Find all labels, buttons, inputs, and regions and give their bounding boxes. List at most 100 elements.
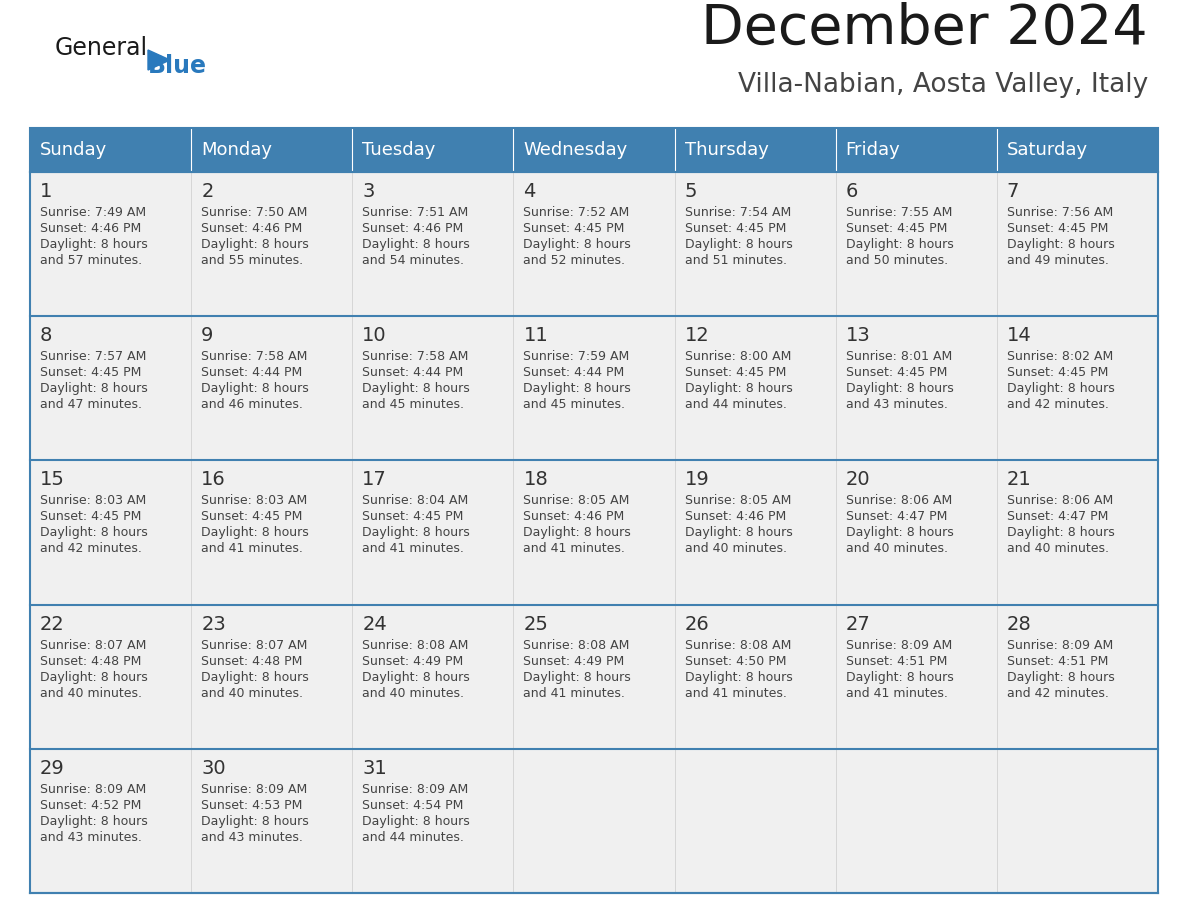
- Text: 5: 5: [684, 182, 697, 201]
- Text: and 43 minutes.: and 43 minutes.: [201, 831, 303, 844]
- Text: 4: 4: [524, 182, 536, 201]
- Text: and 42 minutes.: and 42 minutes.: [1007, 687, 1108, 700]
- Text: Sunset: 4:53 PM: Sunset: 4:53 PM: [201, 799, 303, 812]
- Text: Sunset: 4:44 PM: Sunset: 4:44 PM: [524, 366, 625, 379]
- Text: Daylight: 8 hours: Daylight: 8 hours: [524, 382, 631, 396]
- Text: Saturday: Saturday: [1007, 141, 1088, 159]
- Bar: [353, 316, 513, 461]
- Text: and 41 minutes.: and 41 minutes.: [524, 687, 625, 700]
- Text: and 40 minutes.: and 40 minutes.: [40, 687, 143, 700]
- Text: Sunset: 4:46 PM: Sunset: 4:46 PM: [524, 510, 625, 523]
- Text: Daylight: 8 hours: Daylight: 8 hours: [846, 382, 954, 396]
- Bar: [30, 128, 1158, 172]
- Text: Daylight: 8 hours: Daylight: 8 hours: [684, 382, 792, 396]
- Bar: [835, 749, 997, 893]
- Text: Sunrise: 7:58 AM: Sunrise: 7:58 AM: [201, 350, 308, 364]
- Text: Sunday: Sunday: [40, 141, 107, 159]
- Text: Sunrise: 7:57 AM: Sunrise: 7:57 AM: [40, 350, 146, 364]
- Text: Sunset: 4:48 PM: Sunset: 4:48 PM: [201, 655, 303, 667]
- Text: 15: 15: [40, 470, 65, 489]
- Text: Sunrise: 8:05 AM: Sunrise: 8:05 AM: [524, 495, 630, 508]
- Text: Sunset: 4:47 PM: Sunset: 4:47 PM: [1007, 510, 1108, 523]
- Bar: [513, 172, 675, 316]
- Text: Daylight: 8 hours: Daylight: 8 hours: [524, 526, 631, 540]
- Bar: [835, 316, 997, 461]
- Text: 14: 14: [1007, 326, 1031, 345]
- Bar: [30, 461, 191, 605]
- Bar: [675, 128, 835, 172]
- Text: General: General: [55, 36, 148, 60]
- Text: and 42 minutes.: and 42 minutes.: [1007, 398, 1108, 411]
- Text: 2: 2: [201, 182, 214, 201]
- Bar: [997, 605, 1158, 749]
- Text: Sunrise: 8:08 AM: Sunrise: 8:08 AM: [684, 639, 791, 652]
- Text: 18: 18: [524, 470, 548, 489]
- Bar: [835, 172, 997, 316]
- Text: Sunrise: 7:58 AM: Sunrise: 7:58 AM: [362, 350, 468, 364]
- Text: Sunset: 4:45 PM: Sunset: 4:45 PM: [846, 222, 947, 235]
- Text: Sunset: 4:45 PM: Sunset: 4:45 PM: [524, 222, 625, 235]
- Text: and 43 minutes.: and 43 minutes.: [846, 398, 948, 411]
- Text: Sunset: 4:44 PM: Sunset: 4:44 PM: [201, 366, 303, 379]
- Text: and 41 minutes.: and 41 minutes.: [524, 543, 625, 555]
- Text: 8: 8: [40, 326, 52, 345]
- Text: Daylight: 8 hours: Daylight: 8 hours: [362, 815, 470, 828]
- Text: Daylight: 8 hours: Daylight: 8 hours: [524, 671, 631, 684]
- Text: Sunrise: 7:55 AM: Sunrise: 7:55 AM: [846, 206, 952, 219]
- Bar: [30, 749, 191, 893]
- Text: 9: 9: [201, 326, 214, 345]
- Text: Sunset: 4:50 PM: Sunset: 4:50 PM: [684, 655, 786, 667]
- Text: 1: 1: [40, 182, 52, 201]
- Text: and 40 minutes.: and 40 minutes.: [201, 687, 303, 700]
- Text: Sunrise: 7:54 AM: Sunrise: 7:54 AM: [684, 206, 791, 219]
- Text: and 41 minutes.: and 41 minutes.: [684, 687, 786, 700]
- Text: Daylight: 8 hours: Daylight: 8 hours: [1007, 238, 1114, 251]
- Text: Sunrise: 7:56 AM: Sunrise: 7:56 AM: [1007, 206, 1113, 219]
- Bar: [675, 316, 835, 461]
- Bar: [353, 128, 513, 172]
- Text: Sunrise: 7:59 AM: Sunrise: 7:59 AM: [524, 350, 630, 364]
- Text: and 45 minutes.: and 45 minutes.: [362, 398, 465, 411]
- Text: Sunrise: 8:02 AM: Sunrise: 8:02 AM: [1007, 350, 1113, 364]
- Bar: [191, 461, 353, 605]
- Text: Sunset: 4:51 PM: Sunset: 4:51 PM: [1007, 655, 1108, 667]
- Text: and 49 minutes.: and 49 minutes.: [1007, 254, 1108, 267]
- Text: Daylight: 8 hours: Daylight: 8 hours: [362, 382, 470, 396]
- Text: Sunrise: 7:49 AM: Sunrise: 7:49 AM: [40, 206, 146, 219]
- Text: Sunrise: 8:03 AM: Sunrise: 8:03 AM: [40, 495, 146, 508]
- Text: Daylight: 8 hours: Daylight: 8 hours: [362, 526, 470, 540]
- Bar: [30, 605, 191, 749]
- Text: 25: 25: [524, 614, 549, 633]
- Text: and 44 minutes.: and 44 minutes.: [362, 831, 465, 844]
- Bar: [997, 172, 1158, 316]
- Text: Sunset: 4:49 PM: Sunset: 4:49 PM: [362, 655, 463, 667]
- Text: 23: 23: [201, 614, 226, 633]
- Text: Daylight: 8 hours: Daylight: 8 hours: [362, 671, 470, 684]
- Bar: [997, 749, 1158, 893]
- Text: Tuesday: Tuesday: [362, 141, 436, 159]
- Text: 29: 29: [40, 759, 65, 778]
- Text: 26: 26: [684, 614, 709, 633]
- Bar: [997, 461, 1158, 605]
- Text: Daylight: 8 hours: Daylight: 8 hours: [684, 238, 792, 251]
- Text: Sunset: 4:45 PM: Sunset: 4:45 PM: [201, 510, 303, 523]
- Text: 22: 22: [40, 614, 65, 633]
- Bar: [30, 316, 191, 461]
- Text: 19: 19: [684, 470, 709, 489]
- Text: Sunrise: 7:51 AM: Sunrise: 7:51 AM: [362, 206, 468, 219]
- Text: Sunset: 4:46 PM: Sunset: 4:46 PM: [40, 222, 141, 235]
- Bar: [353, 172, 513, 316]
- Text: and 41 minutes.: and 41 minutes.: [846, 687, 948, 700]
- Bar: [835, 605, 997, 749]
- Text: Sunset: 4:45 PM: Sunset: 4:45 PM: [1007, 222, 1108, 235]
- Text: Daylight: 8 hours: Daylight: 8 hours: [684, 526, 792, 540]
- Text: 12: 12: [684, 326, 709, 345]
- Text: and 46 minutes.: and 46 minutes.: [201, 398, 303, 411]
- Text: December 2024: December 2024: [701, 2, 1148, 56]
- Text: Daylight: 8 hours: Daylight: 8 hours: [201, 382, 309, 396]
- Text: Sunset: 4:48 PM: Sunset: 4:48 PM: [40, 655, 141, 667]
- Bar: [835, 128, 997, 172]
- Text: Sunset: 4:54 PM: Sunset: 4:54 PM: [362, 799, 463, 812]
- Text: Sunrise: 7:50 AM: Sunrise: 7:50 AM: [201, 206, 308, 219]
- Text: and 43 minutes.: and 43 minutes.: [40, 831, 141, 844]
